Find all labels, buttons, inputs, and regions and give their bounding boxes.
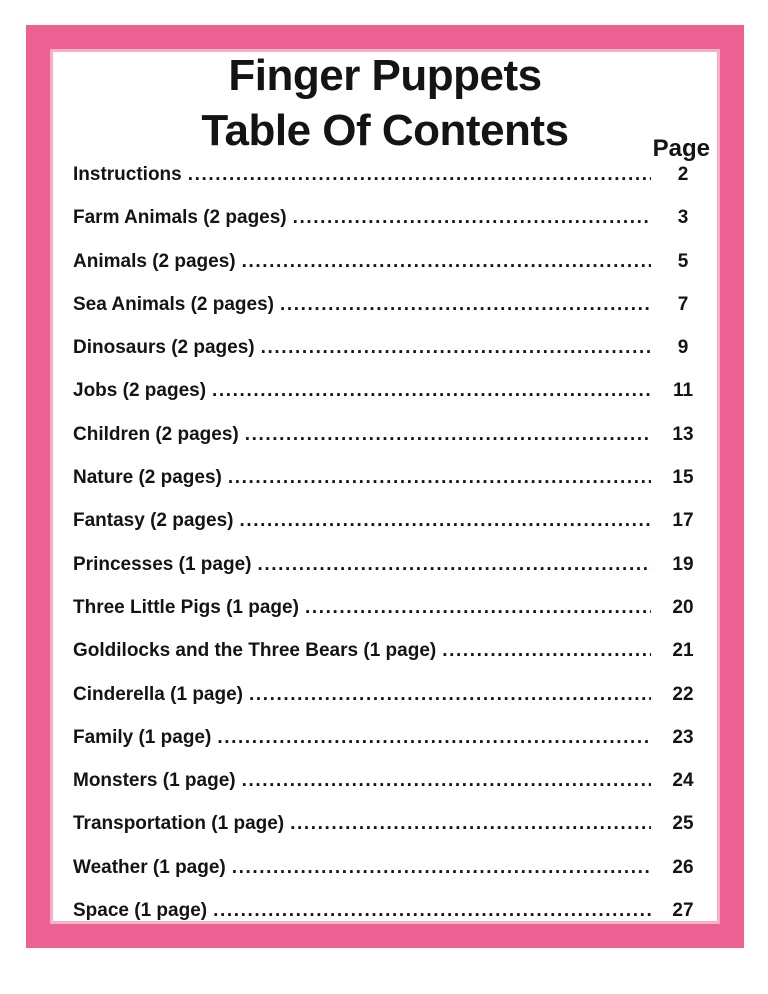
page-column-header: Page (652, 135, 710, 162)
toc-entry-label: Three Little Pigs (1 page) (73, 596, 299, 618)
toc-entry-page-number: 19 (672, 553, 694, 575)
dot-leader (249, 683, 651, 707)
toc-entry: Transportation (1 page) 25 (73, 812, 717, 855)
toc-entry-page-number: 17 (672, 510, 694, 532)
dot-leader (232, 856, 651, 880)
toc-entry-label: Instructions (73, 164, 182, 185)
toc-entry-label: Animals (2 pages) (73, 250, 236, 272)
toc-entry: Space (1 page) 27 (73, 899, 717, 942)
toc-entry-label: Princesses (1 page) (73, 553, 252, 575)
dot-leader (188, 163, 651, 187)
toc-entry-label: Monsters (1 page) (73, 770, 236, 792)
toc-entry-page-number: 23 (672, 726, 694, 748)
dot-leader (242, 769, 651, 793)
dot-leader (240, 509, 652, 533)
toc-entry: Family (1 page) 23 (73, 726, 717, 769)
toc-entry-page-number: 15 (672, 467, 694, 489)
toc-entry: Dinosaurs (2 pages) 9 (73, 336, 717, 379)
toc-entry-label: Cinderella (1 page) (73, 683, 243, 705)
dot-leader (257, 553, 651, 577)
toc-entry-label: Goldilocks and the Three Bears (1 page) (73, 640, 437, 662)
toc-entry: Jobs (2 pages) 11 (73, 379, 717, 422)
toc-entry: Weather (1 page) 26 (73, 856, 717, 899)
toc-entry: Goldilocks and the Three Bears (1 page) … (73, 639, 717, 682)
toc-entry-page-number: 22 (672, 683, 694, 705)
toc-entry-label: Space (1 page) (73, 900, 208, 922)
toc-entry: Monsters (1 page) 24 (73, 769, 717, 812)
dot-leader (213, 899, 651, 923)
toc-entry-label: Transportation (1 page) (73, 813, 285, 835)
toc-entry-page-number: 24 (672, 770, 694, 792)
dot-leader (261, 336, 651, 360)
title-line-1: Finger Puppets (228, 51, 542, 100)
dot-leader (212, 379, 651, 403)
toc-entry-label: Fantasy (2 pages) (73, 510, 234, 532)
toc-entry-page-number: 11 (672, 380, 694, 402)
toc-entry-page-number: 5 (677, 250, 689, 272)
toc-entry-label: Nature (2 pages) (73, 467, 222, 489)
toc-entry-page-number: 9 (677, 337, 689, 359)
toc-entry-label: Family (1 page) (73, 726, 212, 748)
dot-leader (305, 596, 651, 620)
toc-entry: Three Little Pigs (1 page) 20 (73, 596, 717, 639)
toc-entry: Cinderella (1 page) 22 (73, 683, 717, 726)
dot-leader (442, 639, 651, 663)
toc-entry: Princesses (1 page) 19 (73, 553, 717, 596)
toc-entry: Children (2 pages) 13 (73, 423, 717, 466)
dot-leader (290, 812, 651, 836)
toc-entry-page-number: 7 (677, 293, 689, 315)
toc-entry-label: Farm Animals (2 pages) (73, 207, 287, 229)
toc-list: Instructions 2 Farm Animals (2 pages) 3 … (53, 163, 717, 942)
dot-leader (228, 466, 651, 490)
title-line-2: Table Of Contents (201, 106, 569, 155)
dot-leader (242, 250, 651, 274)
page-content: Finger Puppets Table Of Contents Page In… (53, 51, 717, 921)
toc-entry-page-number: 21 (672, 640, 694, 662)
toc-entry-label: Sea Animals (2 pages) (73, 293, 274, 315)
toc-entry: Animals (2 pages) 5 (73, 250, 717, 293)
pink-border-frame: Finger Puppets Table Of Contents Page In… (26, 25, 744, 948)
toc-entry-page-number: 3 (677, 207, 689, 229)
toc-entry: Instructions 2 (73, 163, 717, 206)
toc-entry-label: Children (2 pages) (73, 423, 239, 445)
toc-entry-page-number: 25 (672, 813, 694, 835)
toc-entry: Nature (2 pages) 15 (73, 466, 717, 509)
toc-entry-label: Weather (1 page) (73, 856, 226, 878)
toc-entry-label: Jobs (2 pages) (73, 380, 207, 402)
toc-entry: Farm Animals (2 pages) 3 (73, 206, 717, 249)
page-title: Finger Puppets Table Of Contents (53, 48, 717, 158)
dot-leader (280, 293, 651, 317)
toc-entry-page-number: 20 (672, 596, 694, 618)
dot-leader (293, 206, 651, 230)
toc-entry: Sea Animals (2 pages) 7 (73, 293, 717, 336)
dot-leader (217, 726, 651, 750)
toc-entry-page-number: 2 (677, 164, 689, 185)
toc-entry-page-number: 27 (672, 900, 694, 922)
toc-entry: Fantasy (2 pages) 17 (73, 509, 717, 552)
dot-leader (245, 423, 651, 447)
toc-entry-page-number: 26 (672, 856, 694, 878)
toc-entry-label: Dinosaurs (2 pages) (73, 337, 255, 359)
toc-entry-page-number: 13 (672, 423, 694, 445)
